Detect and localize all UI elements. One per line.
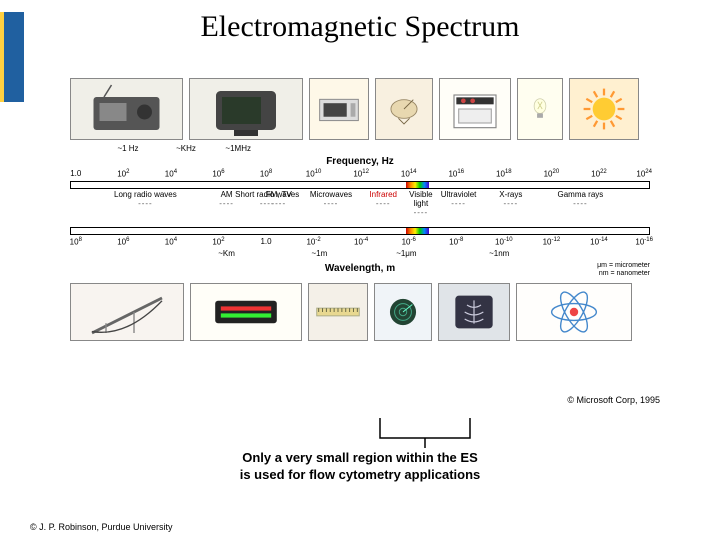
band-infrared: Infrared---- xyxy=(360,191,406,209)
band-long-radio-waves: Long radio waves---- xyxy=(82,191,210,209)
sun-icon xyxy=(569,78,639,140)
frequency-ticks: 1.01021041061081010101210141016101810201… xyxy=(70,169,650,181)
wavelength-ticks: 1081061041021.010-210-410-610-810-1010-1… xyxy=(70,237,650,249)
ruler-icon xyxy=(308,283,368,341)
band-labels: Long radio waves----AM----Short radio wa… xyxy=(70,191,650,227)
credit-microsoft: © Microsoft Corp, 1995 xyxy=(567,395,660,405)
satellite-dish-icon xyxy=(375,78,433,140)
radar-icon xyxy=(374,283,432,341)
caption: Only a very small region within the ES i… xyxy=(0,450,720,484)
frequency-header: Frequency, Hz xyxy=(70,156,650,167)
band-x-rays: X-rays---- xyxy=(482,191,540,209)
band-gamma-rays: Gamma rays---- xyxy=(540,191,621,209)
power-lines-icon xyxy=(70,283,184,341)
wave-scale-labels: ~Km~1m~1μm~1nm xyxy=(70,249,650,261)
tv-icon xyxy=(189,78,303,140)
band-fm-tv: FM, TV---- xyxy=(256,191,302,209)
top-device-row xyxy=(70,78,650,140)
wavelength-axis xyxy=(70,227,650,235)
page-title: Electromagnetic Spectrum xyxy=(0,10,720,44)
bracket-indicator xyxy=(370,418,480,448)
tuner-display-icon xyxy=(190,283,302,341)
freq-scale-labels: ~1 Hz~KHz~1MHz xyxy=(70,144,650,156)
band-microwaves: Microwaves---- xyxy=(302,191,360,209)
radio-icon xyxy=(70,78,183,140)
stove-icon xyxy=(439,78,511,140)
credit-robinson: © J. P. Robinson, Purdue University xyxy=(30,522,173,532)
microwave-oven-icon xyxy=(309,78,369,140)
lightbulb-icon xyxy=(517,78,563,140)
spectrum-diagram: ~1 Hz~KHz~1MHz Frequency, Hz 1.010210410… xyxy=(70,78,650,341)
bottom-device-row xyxy=(70,283,650,341)
band-ultraviolet: Ultraviolet---- xyxy=(435,191,481,209)
atom-icon xyxy=(516,283,632,341)
xray-chest-icon xyxy=(438,283,510,341)
band-visible-light: Visible light---- xyxy=(406,191,435,217)
frequency-axis xyxy=(70,181,650,189)
